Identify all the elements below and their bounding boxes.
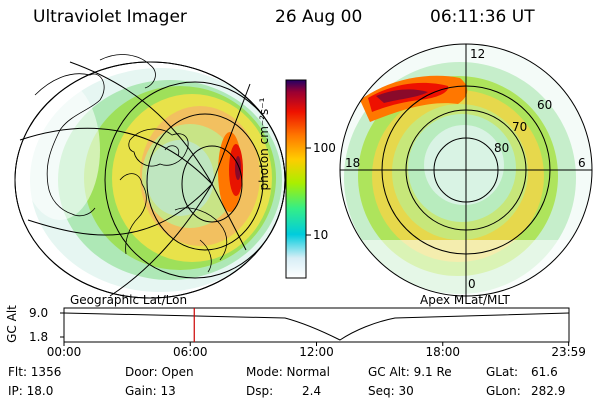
time-label: 06:11:36 UT	[430, 7, 535, 27]
mlat-mlt-grid	[339, 43, 593, 297]
glat-label: GLat:	[486, 365, 519, 379]
altitude-xtick-label: 06:00	[172, 345, 208, 359]
altitude-xtick-label: 00:00	[46, 345, 82, 359]
polar-map	[339, 43, 593, 297]
colorbar-tick-10: 10	[313, 228, 329, 242]
door-status: Door: Open	[125, 365, 194, 379]
left-panel-caption: Geographic Lat/Lon	[70, 293, 188, 307]
mlat-label-60: 60	[537, 98, 553, 112]
colorbar-tick-100: 100	[313, 141, 336, 155]
right-panel-caption: Apex MLat/MLT	[420, 293, 510, 307]
altitude-plot	[60, 307, 570, 346]
altitude-xtick-label: 18:00	[425, 345, 461, 359]
glat-value: 61.6	[531, 365, 558, 379]
gain-value: Gain: 13	[125, 384, 176, 398]
mode-value: Mode: Normal	[246, 365, 330, 379]
date-label: 26 Aug 00	[275, 7, 363, 27]
glon-value: 282.9	[531, 384, 566, 398]
mlat-label-70: 70	[512, 120, 528, 134]
mlt-label-6: 6	[578, 156, 586, 170]
app-title: Ultraviolet Imager	[33, 7, 187, 27]
dsp-value: 2.4	[302, 384, 322, 398]
colorbar	[285, 79, 311, 279]
colorbar-unit-label: photon cm⁻²s⁻¹	[257, 97, 271, 191]
flight-number: Flt: 1356	[8, 365, 62, 379]
sequence-number: Seq: 30	[368, 384, 414, 398]
altitude-ytick-9: 9.0	[29, 306, 49, 320]
glon-label: GLon:	[486, 384, 521, 398]
dsp-label: Dsp:	[246, 384, 274, 398]
geographic-map	[14, 54, 286, 299]
mlt-label-12: 12	[470, 47, 486, 61]
left-aurora-image	[20, 68, 285, 292]
altitude-xtick-label: 12:00	[299, 345, 334, 359]
altitude-ytick-1_8: 1.8	[29, 330, 49, 344]
mlt-label-18: 18	[345, 156, 361, 170]
mlt-label-0: 0	[468, 277, 476, 291]
altitude-ylabel: GC Alt	[5, 305, 19, 343]
ip-value: IP: 18.0	[8, 384, 54, 398]
mlat-label-80: 80	[494, 141, 510, 155]
altitude-xtick-label: 23:59	[551, 345, 586, 359]
gc-altitude: GC Alt: 9.1 Re	[368, 365, 452, 379]
